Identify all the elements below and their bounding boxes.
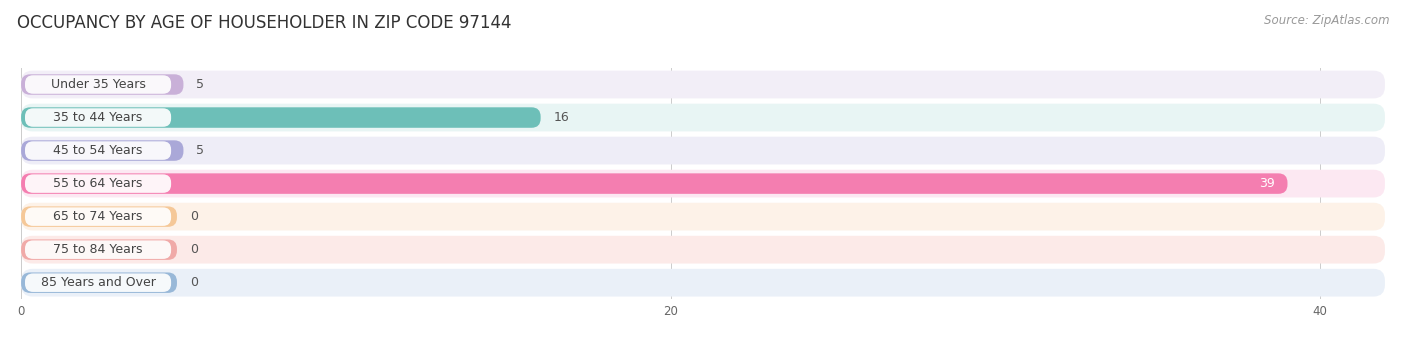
FancyBboxPatch shape [21, 137, 1385, 165]
FancyBboxPatch shape [25, 240, 172, 259]
Text: 5: 5 [197, 144, 204, 157]
FancyBboxPatch shape [21, 236, 1385, 264]
FancyBboxPatch shape [21, 203, 1385, 231]
FancyBboxPatch shape [21, 170, 1385, 198]
FancyBboxPatch shape [21, 239, 177, 260]
Text: 35 to 44 Years: 35 to 44 Years [53, 111, 142, 124]
FancyBboxPatch shape [25, 273, 172, 292]
Text: 5: 5 [197, 78, 204, 91]
FancyBboxPatch shape [21, 104, 1385, 132]
FancyBboxPatch shape [21, 269, 1385, 296]
Text: 0: 0 [190, 243, 198, 256]
FancyBboxPatch shape [25, 108, 172, 127]
Text: 45 to 54 Years: 45 to 54 Years [53, 144, 143, 157]
Text: 16: 16 [554, 111, 569, 124]
Text: Under 35 Years: Under 35 Years [51, 78, 145, 91]
Text: 65 to 74 Years: 65 to 74 Years [53, 210, 143, 223]
FancyBboxPatch shape [21, 206, 177, 227]
FancyBboxPatch shape [25, 174, 172, 193]
FancyBboxPatch shape [25, 207, 172, 226]
Text: OCCUPANCY BY AGE OF HOUSEHOLDER IN ZIP CODE 97144: OCCUPANCY BY AGE OF HOUSEHOLDER IN ZIP C… [17, 14, 512, 32]
FancyBboxPatch shape [21, 107, 541, 128]
FancyBboxPatch shape [21, 272, 177, 293]
Text: 0: 0 [190, 210, 198, 223]
Text: 55 to 64 Years: 55 to 64 Years [53, 177, 143, 190]
FancyBboxPatch shape [21, 74, 183, 95]
FancyBboxPatch shape [25, 141, 172, 160]
Text: Source: ZipAtlas.com: Source: ZipAtlas.com [1264, 14, 1389, 27]
FancyBboxPatch shape [21, 173, 1288, 194]
Text: 0: 0 [190, 276, 198, 289]
FancyBboxPatch shape [25, 75, 172, 94]
Text: 75 to 84 Years: 75 to 84 Years [53, 243, 143, 256]
FancyBboxPatch shape [21, 140, 183, 161]
Text: 39: 39 [1258, 177, 1274, 190]
FancyBboxPatch shape [21, 71, 1385, 98]
Text: 85 Years and Over: 85 Years and Over [41, 276, 156, 289]
